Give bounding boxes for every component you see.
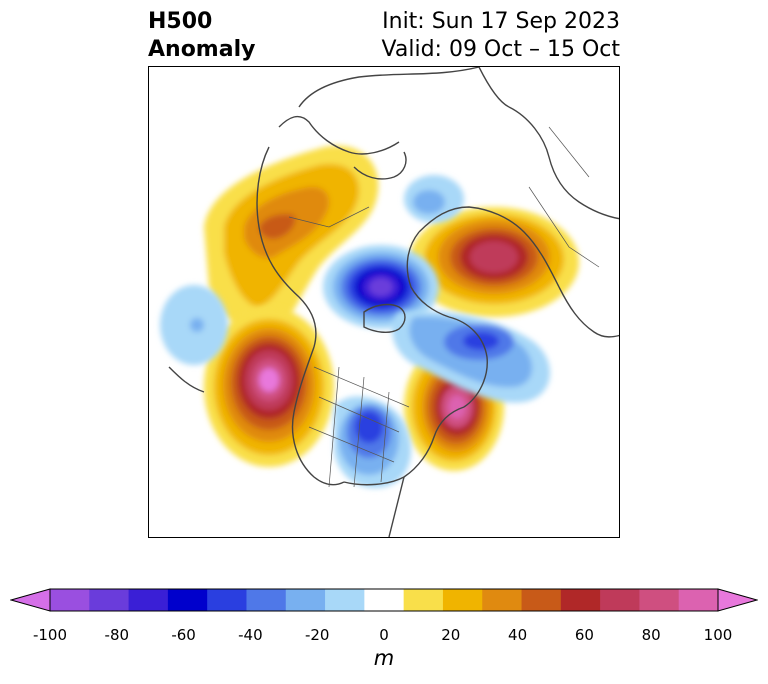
ridge-scandinavia [409,207,579,317]
colorbar-segment [89,589,130,611]
colorbar-segment [364,589,405,611]
colorbar-svg [9,588,759,612]
colorbar-segment [678,589,719,611]
colorbar-segment [167,589,208,611]
anomaly-map [148,66,620,538]
colorbar-tick-label: 100 [703,626,733,644]
colorbar-segment [560,589,601,611]
map-subtitle: Init: Sun 17 Sep 2023 Valid: 09 Oct – 15… [382,8,620,64]
colorbar-segment [285,589,326,611]
colorbar-segment [325,589,365,611]
trough-arctic [323,245,439,329]
colorbar-tick-label: -20 [304,626,330,644]
colorbar-segment [482,589,523,611]
trough-northern-europe [404,175,464,223]
colorbar-tick-label: 40 [508,626,528,644]
colorbar-tick-label: 20 [441,626,461,644]
colorbar-unit-label: m [373,646,395,670]
colorbar-tick-label: -40 [238,626,263,644]
colorbar-tick-label: -80 [104,626,130,644]
ridge-west-canada [204,145,379,338]
colorbar [9,588,759,616]
colorbar-tick-label: 0 [379,626,389,644]
colorbar-segment [600,589,640,611]
colorbar-segment [246,589,287,611]
title-line-2: Anomaly [148,37,256,62]
colorbar-segment [639,589,680,611]
colorbar-tick-label: 80 [641,626,661,644]
colorbar-segment [128,589,169,611]
ridge-ne-pacific [204,307,334,467]
anomaly-map-svg [160,67,619,537]
map-title: H500 Anomaly [148,8,255,64]
trough-central-us [334,396,412,488]
colorbar-tick-label: -60 [171,626,196,644]
colorbar-segment [207,589,247,611]
colorbar-outline [49,588,719,612]
valid-range-label: Valid: 09 Oct – 15 Oct [381,37,620,62]
political-borders [288,126,600,488]
colorbar-extend-high [717,588,759,612]
trough-subtropical-pacific [160,285,228,365]
colorbar-segment [403,589,444,611]
colorbar-extend-low [9,588,51,612]
colorbar-tick-label: 60 [574,626,594,644]
title-line-1: H500 [148,9,213,34]
colorbar-tick-label: -100 [32,626,68,644]
trough-greenland [391,310,551,403]
colorbar-segment [442,589,483,611]
init-date-label: Init: Sun 17 Sep 2023 [382,9,620,34]
coastlines [168,67,619,537]
colorbar-segment [521,589,562,611]
colorbar-segment [50,589,90,611]
